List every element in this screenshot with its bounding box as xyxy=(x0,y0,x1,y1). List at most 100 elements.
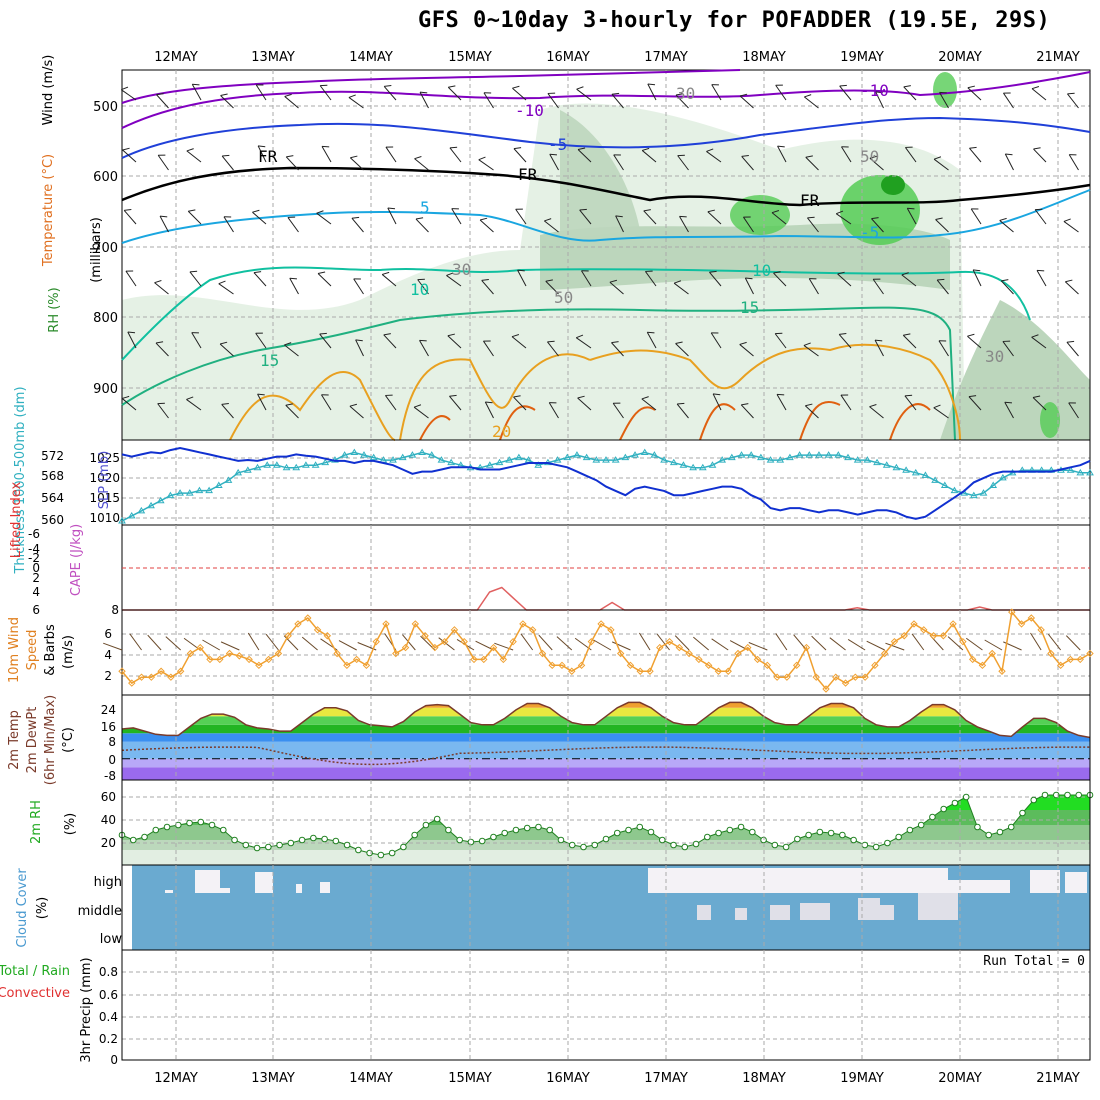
wind-barb-flag xyxy=(615,215,623,218)
wind-barb-staff xyxy=(253,272,267,287)
surface-wind-barb-staff xyxy=(538,634,553,651)
rh-point xyxy=(400,843,407,851)
wind-barb xyxy=(483,92,494,109)
wind-barb-staff xyxy=(517,269,527,287)
wind-barb-staff xyxy=(221,404,234,419)
wind-barb-staff xyxy=(223,216,234,233)
surface-wind-barb-staff xyxy=(811,635,827,651)
wind-barb-staff xyxy=(479,219,494,233)
wind-barb-staff xyxy=(1067,93,1079,109)
wind-barb-flag xyxy=(158,154,166,156)
cloud-units-label: (%) xyxy=(35,897,50,920)
thickness-point xyxy=(302,461,310,468)
wind-barb-flag xyxy=(641,396,649,400)
wind-barb xyxy=(611,341,624,357)
contour-label: 5 xyxy=(420,198,430,217)
surface-wind-barb xyxy=(147,634,162,651)
wind-speed-point xyxy=(685,649,693,658)
wind-barb-flag xyxy=(973,269,981,272)
wind-barb-flag xyxy=(873,278,881,280)
wind-barb xyxy=(221,403,234,419)
wind-speed-point xyxy=(538,649,547,658)
thickness-point xyxy=(427,451,436,458)
wind-barb-flag xyxy=(939,91,947,94)
wind-barb xyxy=(675,341,689,357)
thickness-point xyxy=(844,453,852,461)
wind-barb-staff xyxy=(157,403,169,419)
rh-point xyxy=(512,826,520,834)
wind-barb-flag xyxy=(513,147,522,150)
wind-barb-flag xyxy=(577,147,586,150)
wind-barb-flag xyxy=(154,280,162,284)
wind-barb-flag xyxy=(677,154,685,157)
wind-barb xyxy=(451,208,462,225)
wind-barb-flag xyxy=(643,209,651,212)
wind-tick-label: 6 xyxy=(104,627,112,641)
wind-barb-flag xyxy=(1069,154,1077,156)
wind-speed-point xyxy=(186,649,195,658)
wind-barb-flag xyxy=(647,331,655,334)
wind-speed-point xyxy=(978,661,987,670)
wind-barb-staff xyxy=(154,282,169,295)
wind-speed-point xyxy=(792,661,801,670)
wind-barb-staff xyxy=(808,278,819,295)
wind-speed-point xyxy=(176,667,185,675)
wind-barb xyxy=(933,156,949,171)
thickness-point xyxy=(873,458,881,466)
wind-barb-staff xyxy=(647,83,657,101)
wind-speed-point xyxy=(724,667,732,675)
wind-barb-flag xyxy=(1032,395,1041,398)
wind-barb-staff xyxy=(577,397,592,411)
thickness-point xyxy=(834,451,843,458)
wind-barb-staff xyxy=(646,332,657,349)
wind-barb-flag xyxy=(451,208,459,210)
wind-barb-staff xyxy=(257,145,267,163)
bottom-date-label: 19MAY xyxy=(840,1071,884,1086)
wind-barb-flag xyxy=(645,270,653,272)
wind-barb xyxy=(155,341,169,357)
surface-wind-barb-staff xyxy=(748,642,768,651)
wind-barb xyxy=(121,395,137,411)
thickness-point xyxy=(669,458,678,466)
wind-barb xyxy=(1031,86,1047,101)
wind-speed-point xyxy=(489,643,498,652)
wind-barb-flag xyxy=(544,218,552,222)
wind-barb-flag xyxy=(122,147,130,151)
top-date-label: 17MAY xyxy=(644,50,688,65)
contour-label: -10 xyxy=(515,101,544,120)
temp-tick-label: 24 xyxy=(101,703,116,717)
wind-barb-flag xyxy=(419,91,428,94)
wind-barb-flag xyxy=(417,278,425,281)
top-date-label: 16MAY xyxy=(546,50,590,65)
wind-barb-flag xyxy=(220,93,228,96)
wind-barb-staff xyxy=(447,86,462,101)
wind-barb xyxy=(647,83,657,101)
thickness-point xyxy=(224,476,233,483)
wind-barb-flag xyxy=(1067,92,1075,95)
wind-barb-flag xyxy=(935,217,943,220)
wind-barb-flag xyxy=(218,280,226,285)
wind-barb xyxy=(840,394,852,411)
wind-barb xyxy=(901,272,917,287)
wind-tick-label: 2 xyxy=(104,669,112,683)
wind-barb-staff xyxy=(414,158,429,171)
surface-wind-barb-staff xyxy=(438,637,455,651)
rh-point xyxy=(737,823,745,831)
wind-barb-flag xyxy=(903,333,911,336)
wind-barb xyxy=(385,394,397,411)
rh-point xyxy=(265,843,272,851)
wind-barb xyxy=(905,146,917,163)
wind-barb-staff xyxy=(544,220,559,233)
wind-barb xyxy=(773,271,787,287)
wind-barb xyxy=(419,339,429,357)
thickness-point xyxy=(921,471,930,478)
wind-barb xyxy=(223,216,234,233)
wind-speed-point xyxy=(284,632,292,640)
wind-barb-staff xyxy=(284,344,299,357)
wind-barb-staff xyxy=(933,158,949,171)
surface-wind-barb xyxy=(885,642,905,651)
wind-barb-flag xyxy=(804,94,812,98)
wind-barb-staff xyxy=(191,332,202,349)
thickness-point xyxy=(998,473,1007,481)
thickness-point xyxy=(214,481,223,488)
